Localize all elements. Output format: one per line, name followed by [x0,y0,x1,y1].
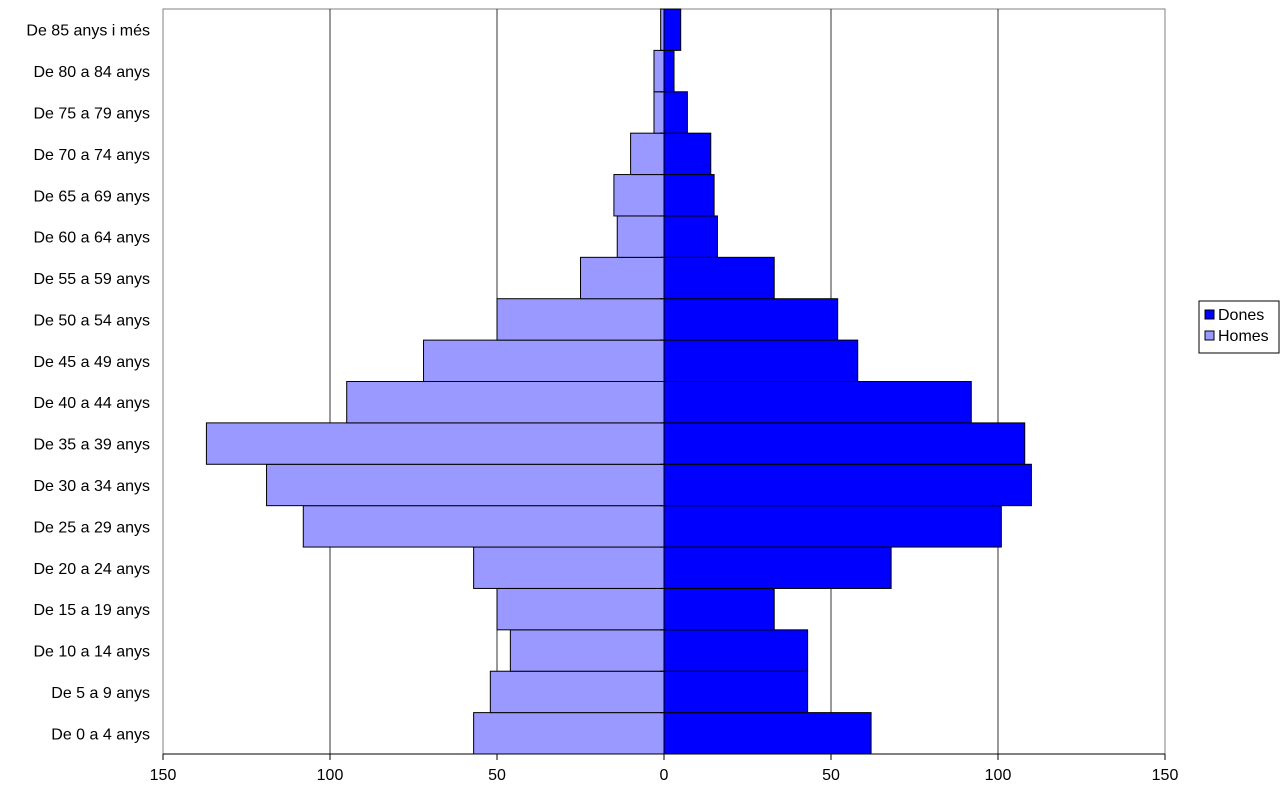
x-tick-label: 50 [488,767,506,784]
legend: Dones Homes [1198,300,1280,354]
y-category-label: De 50 a 54 anys [33,312,150,329]
bar-homes-15 [653,91,665,134]
y-category-label: De 75 a 79 anys [33,105,150,122]
y-category-label: De 80 a 84 anys [33,64,150,81]
axes [162,8,1166,760]
y-category-label: De 20 a 24 anys [33,561,150,578]
x-tick-label: 50 [822,767,840,784]
bars [205,8,1032,755]
legend-swatch-homes [1204,330,1215,341]
y-category-label: De 0 a 4 anys [51,726,150,743]
bar-dones-12 [663,215,718,258]
y-category-label: De 5 a 9 anys [51,685,150,702]
bar-dones-8 [663,381,972,424]
y-category-label: De 70 a 74 anys [33,147,150,164]
bar-dones-14 [663,132,712,176]
y-axis-labels: De 0 a 4 anys De 5 a 9 anys De 10 a 14 any… [26,23,150,744]
bar-dones-11 [663,256,775,300]
bar-dones-1 [663,670,809,714]
x-tick-label: 150 [150,767,177,784]
bar-homes-11 [580,256,665,300]
bar-dones-9 [663,339,859,383]
bar-dones-3 [663,587,775,631]
x-tick-label: 100 [985,767,1012,784]
legend-label-homes: Homes [1218,328,1269,345]
legend-swatch-dones [1204,309,1215,320]
y-category-label: De 35 a 39 anys [33,437,150,454]
bar-homes-10 [496,298,665,341]
y-category-label: De 40 a 44 anys [33,395,150,412]
bar-dones-10 [663,298,839,341]
y-category-label: De 30 a 34 anys [33,478,150,495]
bar-homes-14 [630,132,665,176]
bar-homes-16 [653,49,665,93]
bar-dones-7 [663,422,1026,465]
y-category-label: De 60 a 64 anys [33,230,150,247]
bar-dones-0 [663,712,872,755]
bar-dones-15 [663,91,688,134]
bar-dones-17 [663,8,682,51]
y-category-label: De 85 anys i més [26,23,150,40]
bar-homes-0 [473,712,665,755]
x-tick-label: 150 [1152,767,1179,784]
bar-dones-13 [663,174,715,217]
y-category-label: De 65 a 69 anys [33,188,150,205]
legend-label-dones: Dones [1218,307,1264,324]
y-category-label: De 45 a 49 anys [33,354,150,371]
x-tick-label: 0 [660,767,669,784]
y-category-label: De 25 a 29 anys [33,519,150,536]
bar-dones-4 [663,546,892,589]
y-category-label: De 55 a 59 anys [33,271,150,288]
y-category-label: De 15 a 19 anys [33,602,150,619]
bar-homes-5 [302,505,665,548]
bar-homes-4 [473,546,665,589]
bar-homes-1 [489,670,665,714]
bar-dones-2 [663,629,809,672]
bar-homes-13 [613,174,665,217]
bar-homes-12 [616,215,665,258]
bar-homes-6 [266,463,665,507]
bar-dones-16 [663,49,675,93]
bar-homes-7 [205,422,665,465]
bar-homes-17 [660,8,665,51]
x-axis-labels: 150 100 50 0 50 100 150 [150,767,1179,784]
bar-dones-6 [663,463,1032,507]
bar-dones-5 [663,505,1002,548]
bar-homes-9 [423,339,665,383]
bar-homes-2 [509,629,665,672]
x-tick-label: 100 [317,767,344,784]
bar-homes-8 [346,381,665,424]
bar-homes-3 [496,587,665,631]
y-category-label: De 10 a 14 anys [33,644,150,661]
